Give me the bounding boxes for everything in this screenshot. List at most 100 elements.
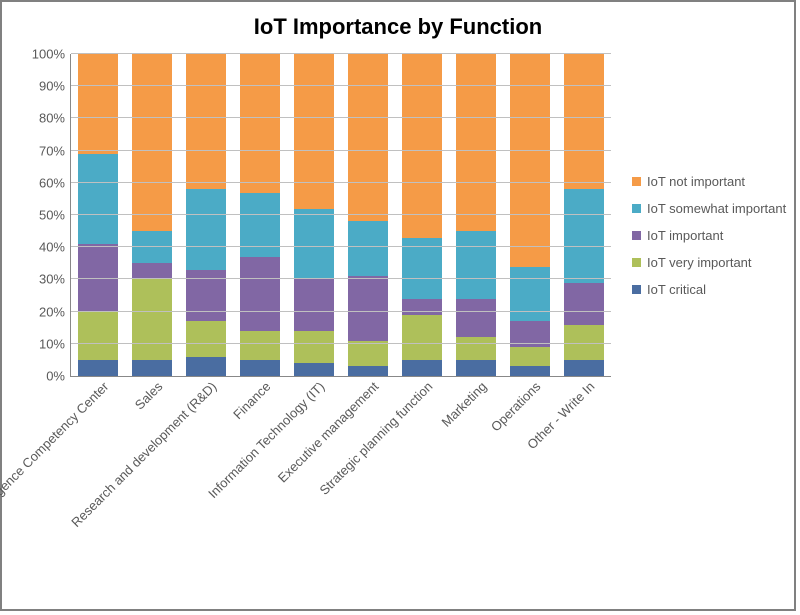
legend: IoT not important IoT somewhat important I… [632,174,786,297]
bar-segment-critical [402,360,442,376]
x-category-label: Operations [488,379,544,435]
chart-container: IoT Importance by Function Business Inte… [0,0,796,611]
ytick-label: 60% [39,175,65,190]
bar-segment-very [402,315,442,360]
bar [456,54,496,376]
bar-segment-critical [78,360,118,376]
bar-segment-critical [510,366,550,376]
legend-swatch [632,177,641,186]
x-category-label: Executive management [275,379,382,486]
bar-segment-critical [348,366,388,376]
bar-segment-very [132,279,172,360]
bar-segment-somewhat [186,189,226,270]
bar-segment-very [294,331,334,363]
ytick-label: 100% [32,47,65,62]
plot-area: Business Intelligence Competency CenterS… [70,54,611,377]
bar-segment-very [456,337,496,360]
gridline [71,150,611,151]
bar-slot: Strategic planning function [395,54,449,376]
bar-segment-somewhat [510,267,550,322]
legend-swatch [632,258,641,267]
bar-segment-not [78,54,118,154]
gridline [71,182,611,183]
bar [294,54,334,376]
gridline [71,117,611,118]
legend-label: IoT not important [647,174,745,189]
bar-segment-critical [456,360,496,376]
gridline [71,85,611,86]
bar-slot: Other - Write In [557,54,611,376]
x-category-label: Finance [230,379,273,422]
bar-segment-important [132,263,172,279]
x-category-label: Strategic planning function [316,379,435,498]
bar [564,54,604,376]
ytick-label: 50% [39,208,65,223]
gridline [71,343,611,344]
bar-segment-important [564,283,604,325]
bar-segment-not [402,54,442,238]
bar-segment-critical [186,357,226,376]
bar-segment-not [348,54,388,221]
bar-segment-important [402,299,442,315]
ytick-label: 30% [39,272,65,287]
bar-segment-critical [240,360,280,376]
bar-slot: Sales [125,54,179,376]
bar [348,54,388,376]
bar-segment-not [456,54,496,231]
chart-title: IoT Importance by Function [2,14,794,40]
bar-segment-somewhat [78,154,118,244]
bar-segment-somewhat [456,231,496,299]
bar-slot: Marketing [449,54,503,376]
bar [186,54,226,376]
bar-segment-very [240,331,280,360]
bar-segment-very [348,341,388,367]
legend-item-somewhat: IoT somewhat important [632,201,786,216]
bar-slot: Operations [503,54,557,376]
ytick-label: 0% [46,369,65,384]
bar-segment-very [510,347,550,366]
legend-item-not: IoT not important [632,174,786,189]
legend-swatch [632,285,641,294]
bar-segment-critical [294,363,334,376]
gridline [71,53,611,54]
bar [510,54,550,376]
legend-label: IoT important [647,228,723,243]
ytick-label: 10% [39,336,65,351]
bar [402,54,442,376]
bar-segment-very [186,321,226,356]
bar-segment-important [294,279,334,331]
x-category-label: Business Intelligence Competency Center [0,379,111,560]
ytick-label: 40% [39,240,65,255]
bar-segment-not [132,54,172,231]
bar-segment-important [348,276,388,340]
bar-segment-critical [132,360,172,376]
gridline [71,278,611,279]
ytick-label: 70% [39,143,65,158]
bar-segment-critical [564,360,604,376]
x-category-label: Marketing [438,379,489,430]
bar-segment-somewhat [132,231,172,263]
legend-item-critical: IoT critical [632,282,786,297]
legend-label: IoT somewhat important [647,201,786,216]
gridline [71,311,611,312]
bar-slot: Finance [233,54,287,376]
bar [78,54,118,376]
bars-row: Business Intelligence Competency CenterS… [71,54,611,376]
legend-swatch [632,204,641,213]
bar-segment-somewhat [240,193,280,257]
bar-segment-somewhat [348,221,388,276]
bar-segment-important [456,299,496,338]
ytick-label: 80% [39,111,65,126]
bar-segment-somewhat [564,189,604,282]
ytick-label: 90% [39,79,65,94]
bar-segment-very [78,312,118,360]
legend-label: IoT very important [647,255,752,270]
bar-slot: Research and development (R&D) [179,54,233,376]
legend-swatch [632,231,641,240]
bar-slot: Business Intelligence Competency Center [71,54,125,376]
bar [240,54,280,376]
gridline [71,214,611,215]
legend-item-important: IoT important [632,228,786,243]
bar [132,54,172,376]
bar-segment-not [564,54,604,189]
